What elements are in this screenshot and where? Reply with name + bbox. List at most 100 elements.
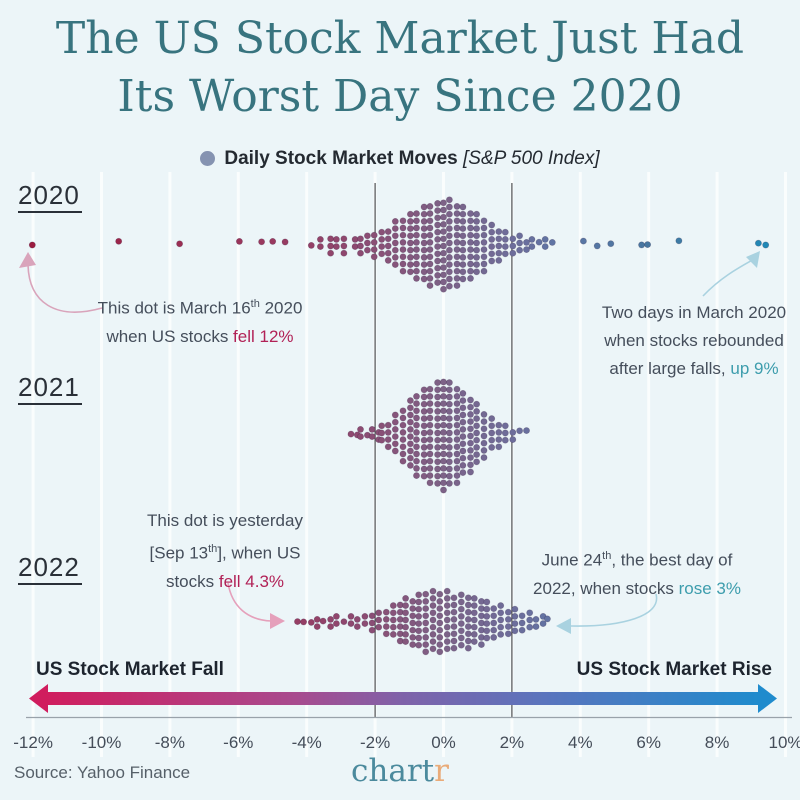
daily-move-dot	[420, 400, 428, 408]
daily-move-dot	[327, 235, 335, 243]
gradient-arrow-head-right	[758, 684, 777, 713]
daily-move-dot	[436, 626, 444, 634]
daily-move-dot	[399, 267, 407, 275]
daily-move-dot	[426, 231, 434, 239]
daily-move-dot	[420, 253, 428, 261]
daily-move-dot	[480, 246, 488, 254]
daily-move-dot	[357, 433, 364, 441]
daily-move-dot	[434, 422, 442, 430]
daily-move-dot	[420, 261, 428, 269]
daily-move-dot	[327, 615, 335, 623]
daily-move-dot	[434, 228, 442, 236]
daily-move-dot	[480, 231, 488, 239]
daily-move-dot	[402, 623, 410, 631]
daily-move-dot	[459, 246, 467, 254]
daily-move-dot	[453, 400, 461, 408]
highlight-fell-4-3: fell 4.3%	[218, 571, 285, 591]
daily-move-dot	[426, 407, 434, 415]
daily-move-dot	[406, 261, 414, 269]
daily-move-dot	[497, 616, 505, 624]
daily-move-dot	[413, 443, 420, 451]
daily-move-dot	[399, 421, 407, 429]
daily-move-dot	[495, 428, 503, 436]
daily-move-dot	[389, 630, 397, 638]
daily-move-dot	[389, 602, 397, 610]
daily-move-dot	[426, 217, 434, 225]
daily-move-dot	[480, 217, 488, 225]
daily-move-dot	[422, 641, 430, 649]
daily-move-dot	[511, 612, 519, 620]
daily-move-dot	[406, 418, 414, 426]
daily-move-dot	[434, 458, 442, 466]
daily-move-dot	[429, 623, 437, 631]
daily-move-dot	[473, 268, 481, 276]
daily-move-dot	[399, 457, 407, 465]
daily-move-dot	[422, 590, 430, 598]
daily-move-dot	[495, 242, 503, 250]
daily-move-dot	[464, 644, 472, 652]
daily-move-dot	[490, 619, 498, 627]
daily-move-dot	[504, 623, 512, 631]
daily-move-dot	[307, 618, 315, 626]
daily-move-dot	[532, 623, 540, 631]
daily-move-dot	[415, 641, 423, 649]
daily-move-dot	[399, 450, 407, 458]
daily-move-dot	[480, 238, 488, 246]
daily-move-dot	[406, 239, 414, 247]
highlight-fell-12: fell 12%	[233, 326, 294, 346]
daily-move-dot	[420, 422, 428, 430]
daily-move-dot	[528, 235, 536, 243]
daily-move-dot	[415, 598, 423, 606]
daily-move-dot	[459, 411, 467, 419]
daily-move-dot	[501, 235, 509, 243]
daily-move-dot	[406, 461, 414, 469]
daily-move-dot	[443, 645, 451, 653]
daily-move-dot	[420, 407, 428, 415]
daily-move-dot	[307, 241, 315, 249]
daily-move-dot-icon	[200, 151, 216, 166]
daily-move-dot	[440, 443, 447, 451]
daily-move-dot	[497, 630, 505, 638]
daily-move-dot	[436, 619, 444, 627]
daily-move-dot	[399, 217, 407, 225]
daily-move-dot	[467, 267, 474, 275]
daily-move-dot	[422, 597, 430, 605]
axis-tick-10pct: 10%	[768, 733, 800, 752]
annotation-june24: June 24th, the best day of 2022, when st…	[533, 550, 741, 598]
daily-move-dot	[434, 235, 442, 243]
daily-move-dot	[445, 217, 453, 225]
daily-move-dot	[440, 464, 447, 472]
daily-move-dot	[483, 627, 491, 635]
daily-move-dot	[453, 436, 461, 444]
daily-move-dot	[495, 256, 503, 264]
daily-move-dot	[473, 210, 481, 218]
daily-move-dot	[445, 268, 453, 276]
daily-move-dot	[420, 217, 428, 225]
daily-move-dot	[488, 221, 496, 229]
daily-move-dot	[402, 594, 410, 602]
daily-move-dot	[434, 400, 442, 408]
daily-move-dot	[340, 242, 348, 250]
daily-move-dot	[384, 228, 392, 236]
daily-move-dot	[413, 400, 420, 408]
daily-move-dot	[467, 410, 474, 418]
daily-move-dot	[399, 253, 407, 261]
daily-move-dot	[464, 601, 472, 609]
daily-move-dot	[488, 228, 496, 236]
daily-move-dot	[473, 443, 481, 451]
daily-move-dot	[413, 267, 420, 275]
daily-move-dot	[532, 615, 540, 623]
daily-move-dot	[413, 450, 420, 458]
daily-move-dot	[434, 207, 442, 215]
daily-move-dot	[389, 609, 397, 617]
daily-move-dot	[406, 268, 414, 276]
daily-move-dot	[426, 274, 434, 282]
daily-move-dot	[457, 612, 465, 620]
axis-tick--4pct: -4%	[291, 733, 322, 752]
daily-move-dot	[593, 242, 601, 250]
daily-move-dot	[467, 403, 474, 411]
daily-move-dot	[420, 465, 428, 473]
daily-move-dot	[453, 414, 461, 422]
daily-move-dot	[434, 436, 442, 444]
